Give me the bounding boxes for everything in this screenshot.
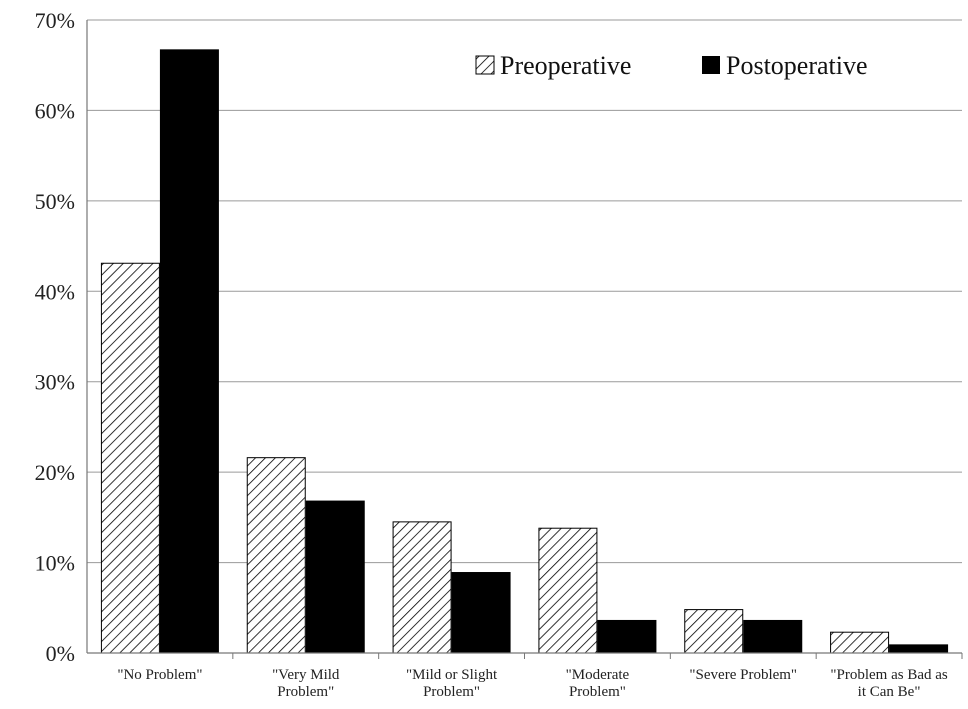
bars (100, 49, 949, 654)
bar-preoperative-3 (538, 527, 598, 654)
gridlines (87, 19, 962, 564)
bar-postoperative-5 (889, 644, 949, 654)
axes (86, 20, 963, 659)
x-category-label: Problem" (569, 684, 626, 700)
bar-postoperative-3 (597, 619, 657, 654)
legend-label-preoperative: Preoperative (500, 51, 631, 80)
y-tick-label: 30% (35, 370, 75, 395)
y-axis-tick-labels: 0% 10% 20% 30% 40% 50% 60% 70% (35, 8, 75, 666)
bar-preoperative-1 (246, 457, 306, 654)
bar-preoperative-0 (100, 262, 160, 654)
bar-preoperative-2 (392, 521, 452, 654)
y-tick-label: 70% (35, 8, 75, 33)
x-category-label: "Mild or Slight (406, 667, 498, 683)
y-tick-label: 20% (35, 460, 75, 485)
bar-preoperative-5 (830, 631, 890, 654)
x-category-label: "Severe Problem" (689, 667, 797, 683)
legend: Preoperative Postoperative (475, 51, 868, 80)
x-category-label: "Very Mild (272, 667, 340, 683)
bar-postoperative-4 (743, 619, 803, 654)
y-tick-label: 50% (35, 189, 75, 214)
legend-swatch-postoperative (702, 56, 720, 74)
y-tick-label: 10% (35, 551, 75, 576)
legend-label-postoperative: Postoperative (726, 51, 868, 80)
y-tick-label: 0% (46, 641, 75, 666)
x-category-label: "No Problem" (117, 667, 202, 683)
x-category-label: "Problem as Bad as (830, 667, 948, 683)
bar-postoperative-1 (305, 500, 365, 654)
x-category-label: it Can Be" (858, 684, 921, 700)
bar-preoperative-4 (684, 609, 744, 654)
y-tick-label: 60% (35, 98, 75, 123)
legend-swatch-preoperative (475, 55, 495, 75)
x-category-label: Problem" (277, 684, 334, 700)
y-tick-label: 40% (35, 279, 75, 304)
bar-postoperative-2 (451, 572, 511, 654)
bar-postoperative-0 (159, 49, 219, 654)
x-category-label: "Moderate (566, 667, 630, 683)
x-category-label: Problem" (423, 684, 480, 700)
